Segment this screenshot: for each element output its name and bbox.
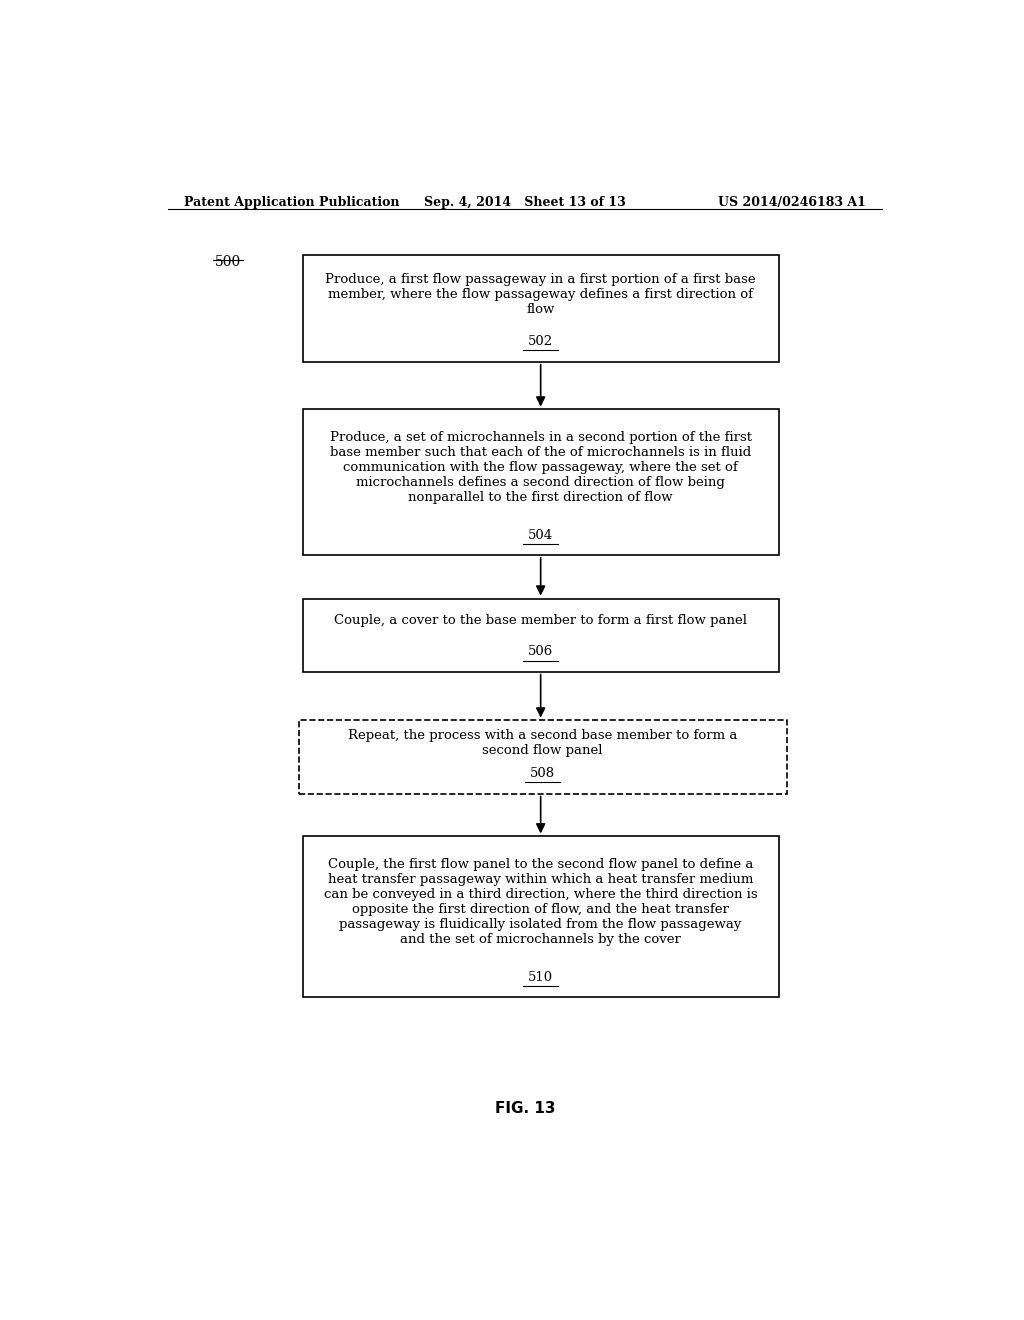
Text: 508: 508 <box>530 767 555 780</box>
Text: 500: 500 <box>215 255 242 269</box>
FancyBboxPatch shape <box>303 255 778 362</box>
FancyBboxPatch shape <box>303 837 778 997</box>
Text: FIG. 13: FIG. 13 <box>495 1101 555 1117</box>
FancyBboxPatch shape <box>303 598 778 672</box>
Text: Patent Application Publication: Patent Application Publication <box>183 195 399 209</box>
Text: 506: 506 <box>528 645 553 659</box>
Text: Produce, a set of microchannels in a second portion of the first
base member suc: Produce, a set of microchannels in a sec… <box>330 432 752 504</box>
Text: 502: 502 <box>528 335 553 348</box>
FancyBboxPatch shape <box>299 721 786 793</box>
FancyBboxPatch shape <box>303 409 778 554</box>
Text: US 2014/0246183 A1: US 2014/0246183 A1 <box>718 195 866 209</box>
Text: Repeat, the process with a second base member to form a
second flow panel: Repeat, the process with a second base m… <box>348 729 737 756</box>
Text: 510: 510 <box>528 970 553 983</box>
Text: 504: 504 <box>528 528 553 541</box>
Text: Couple, a cover to the base member to form a first flow panel: Couple, a cover to the base member to fo… <box>334 614 748 627</box>
Text: Produce, a first flow passageway in a first portion of a first base
member, wher: Produce, a first flow passageway in a fi… <box>326 273 756 315</box>
Text: Couple, the first flow panel to the second flow panel to define a
heat transfer : Couple, the first flow panel to the seco… <box>324 858 758 946</box>
Text: Sep. 4, 2014   Sheet 13 of 13: Sep. 4, 2014 Sheet 13 of 13 <box>424 195 626 209</box>
